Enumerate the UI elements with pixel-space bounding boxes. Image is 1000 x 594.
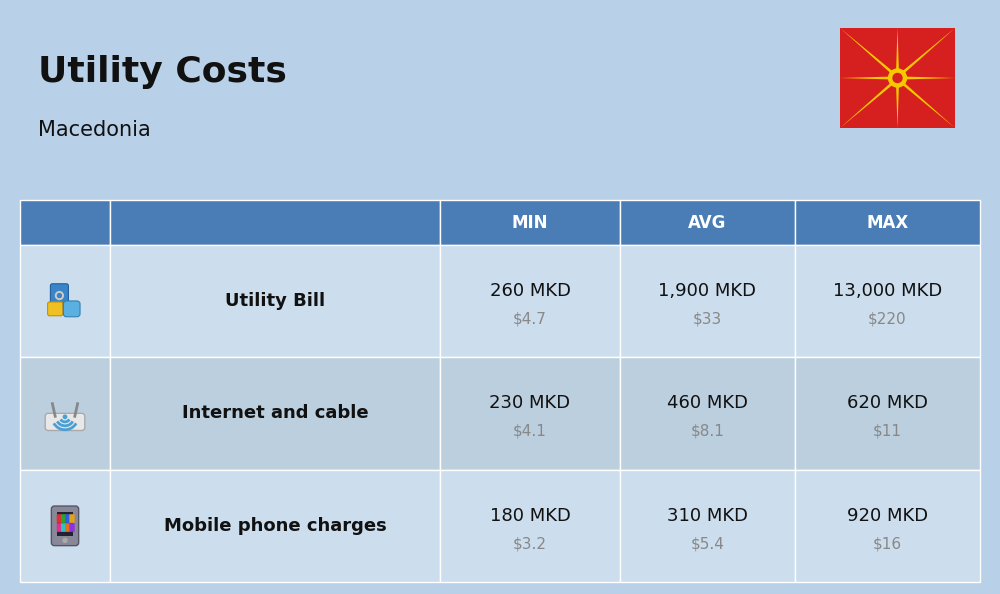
Text: Macedonia: Macedonia bbox=[38, 120, 151, 140]
Text: $33: $33 bbox=[693, 312, 722, 327]
FancyBboxPatch shape bbox=[20, 200, 110, 245]
FancyBboxPatch shape bbox=[795, 200, 980, 245]
Polygon shape bbox=[896, 78, 899, 128]
FancyBboxPatch shape bbox=[57, 512, 73, 536]
Text: $11: $11 bbox=[873, 424, 902, 439]
FancyBboxPatch shape bbox=[57, 523, 62, 532]
FancyBboxPatch shape bbox=[63, 301, 80, 317]
FancyBboxPatch shape bbox=[440, 200, 620, 245]
Text: $4.7: $4.7 bbox=[513, 312, 547, 327]
Polygon shape bbox=[898, 28, 955, 78]
FancyBboxPatch shape bbox=[620, 358, 795, 470]
FancyBboxPatch shape bbox=[51, 506, 79, 546]
Text: MIN: MIN bbox=[512, 213, 548, 232]
FancyBboxPatch shape bbox=[50, 284, 68, 307]
FancyBboxPatch shape bbox=[110, 470, 440, 582]
Text: 230 MKD: 230 MKD bbox=[489, 394, 571, 412]
Text: Internet and cable: Internet and cable bbox=[182, 405, 368, 422]
Text: $4.1: $4.1 bbox=[513, 424, 547, 439]
FancyBboxPatch shape bbox=[57, 514, 62, 523]
Text: Utility Bill: Utility Bill bbox=[225, 292, 325, 310]
Text: $220: $220 bbox=[868, 312, 907, 327]
FancyBboxPatch shape bbox=[620, 470, 795, 582]
Text: Utility Costs: Utility Costs bbox=[38, 55, 287, 89]
FancyBboxPatch shape bbox=[20, 470, 110, 582]
FancyBboxPatch shape bbox=[65, 523, 70, 532]
Text: $3.2: $3.2 bbox=[513, 536, 547, 551]
Text: 620 MKD: 620 MKD bbox=[847, 394, 928, 412]
Text: 310 MKD: 310 MKD bbox=[667, 507, 748, 525]
Polygon shape bbox=[840, 78, 898, 128]
Circle shape bbox=[889, 69, 906, 87]
FancyBboxPatch shape bbox=[440, 470, 620, 582]
FancyBboxPatch shape bbox=[620, 200, 795, 245]
Circle shape bbox=[57, 293, 61, 298]
FancyBboxPatch shape bbox=[69, 523, 75, 532]
Text: 920 MKD: 920 MKD bbox=[847, 507, 928, 525]
FancyBboxPatch shape bbox=[20, 358, 110, 470]
FancyBboxPatch shape bbox=[110, 245, 440, 358]
FancyBboxPatch shape bbox=[110, 358, 440, 470]
FancyBboxPatch shape bbox=[795, 470, 980, 582]
Text: $16: $16 bbox=[873, 536, 902, 551]
FancyBboxPatch shape bbox=[795, 358, 980, 470]
Circle shape bbox=[63, 415, 67, 419]
Polygon shape bbox=[898, 77, 955, 80]
Text: 13,000 MKD: 13,000 MKD bbox=[833, 282, 942, 300]
Circle shape bbox=[63, 538, 67, 542]
FancyBboxPatch shape bbox=[61, 514, 66, 523]
Polygon shape bbox=[840, 28, 898, 78]
FancyBboxPatch shape bbox=[620, 245, 795, 358]
Text: 460 MKD: 460 MKD bbox=[667, 394, 748, 412]
FancyBboxPatch shape bbox=[61, 523, 66, 532]
FancyBboxPatch shape bbox=[440, 245, 620, 358]
Circle shape bbox=[55, 292, 63, 299]
Text: Mobile phone charges: Mobile phone charges bbox=[164, 517, 386, 535]
Text: 1,900 MKD: 1,900 MKD bbox=[658, 282, 757, 300]
FancyBboxPatch shape bbox=[110, 200, 440, 245]
FancyBboxPatch shape bbox=[48, 302, 63, 316]
FancyBboxPatch shape bbox=[840, 28, 955, 128]
FancyBboxPatch shape bbox=[69, 514, 75, 523]
FancyBboxPatch shape bbox=[795, 245, 980, 358]
FancyBboxPatch shape bbox=[45, 413, 85, 431]
Text: 260 MKD: 260 MKD bbox=[490, 282, 570, 300]
FancyBboxPatch shape bbox=[20, 245, 110, 358]
Text: 180 MKD: 180 MKD bbox=[490, 507, 570, 525]
Polygon shape bbox=[898, 78, 955, 128]
Text: MAX: MAX bbox=[866, 213, 909, 232]
Text: $5.4: $5.4 bbox=[691, 536, 724, 551]
Polygon shape bbox=[896, 28, 899, 78]
FancyBboxPatch shape bbox=[65, 514, 70, 523]
Circle shape bbox=[893, 74, 902, 83]
Text: AVG: AVG bbox=[688, 213, 727, 232]
Polygon shape bbox=[840, 77, 898, 80]
FancyBboxPatch shape bbox=[440, 358, 620, 470]
Text: $8.1: $8.1 bbox=[691, 424, 724, 439]
